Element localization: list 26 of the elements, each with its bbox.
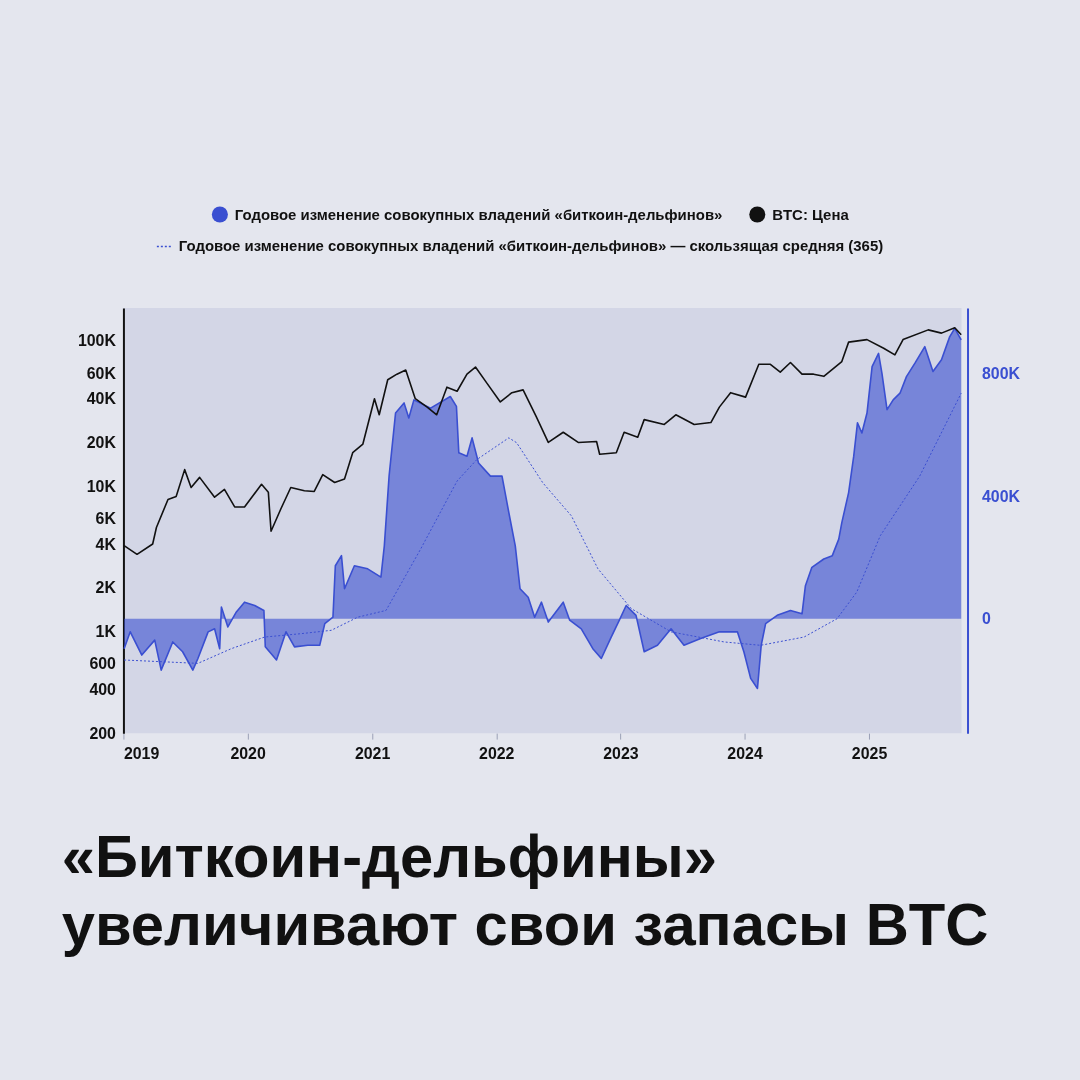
legend-label: Годовое изменение совокупных владений «биткоин-дельфинов» — скользящая средняя (365) <box>178 237 884 255</box>
y-tick-label: 20K <box>86 433 117 451</box>
y-tick-label: 200 <box>89 724 117 742</box>
y-tick-label: 100K <box>77 332 117 350</box>
y-tick-label: 60K <box>86 364 117 382</box>
y-tick-label: 2K <box>95 579 117 597</box>
legend-label: BTC: Цена <box>772 205 850 223</box>
x-tick-label: 2023 <box>603 744 639 762</box>
y2-tick-label: 400K <box>981 487 1021 505</box>
x-tick-label: 2021 <box>354 744 391 762</box>
y-tick-label: 6K <box>95 509 117 527</box>
x-tick-label: 2024 <box>727 744 763 762</box>
y2-tick-label: 800K <box>981 365 1021 383</box>
y-tick-label: 600 <box>89 655 117 673</box>
y-tick-label: 40K <box>86 390 117 408</box>
text: «Биткоин-дельфины» увеличивают свои запасы BTC <box>61 823 989 959</box>
y-tick-label: 4K <box>95 535 117 553</box>
x-tick-label: 2020 <box>230 744 266 762</box>
y-tick-label: 1K <box>95 623 117 641</box>
legend-label: Годовое изменение совокупных владений «биткоин-дельфинов» <box>234 205 723 223</box>
y-tick-label: 10K <box>86 477 117 495</box>
y2-tick-label: 0 <box>981 610 991 628</box>
x-tick-label: 2019 <box>123 744 160 762</box>
y-tick-label: 400 <box>89 680 117 698</box>
x-tick-label: 2022 <box>479 744 515 762</box>
x-tick-label: 2025 <box>851 744 888 762</box>
